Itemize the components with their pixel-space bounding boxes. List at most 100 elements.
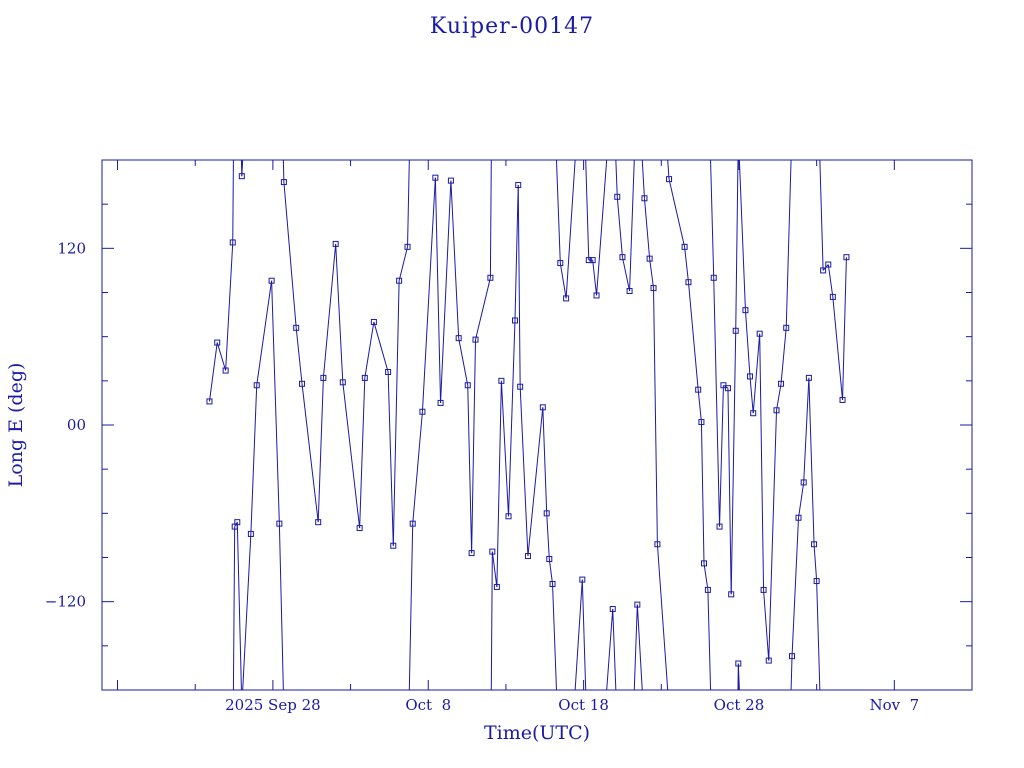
series-line-segment bbox=[387, 371, 394, 546]
data-point bbox=[614, 193, 621, 200]
series-line-segment bbox=[759, 333, 765, 590]
data-point bbox=[742, 307, 749, 314]
data-point bbox=[234, 519, 241, 526]
data-point bbox=[404, 243, 411, 250]
chart-title: Kuiper-00147 bbox=[429, 14, 595, 39]
data-point bbox=[685, 279, 692, 286]
data-point bbox=[728, 591, 735, 598]
data-point bbox=[409, 520, 416, 527]
data-point bbox=[293, 324, 300, 331]
series-line-segment bbox=[703, 563, 709, 590]
data-point bbox=[543, 510, 550, 517]
data-point bbox=[563, 295, 570, 302]
series-line-segment bbox=[489, 160, 492, 278]
series-line-segment bbox=[763, 589, 770, 661]
data-point bbox=[704, 586, 711, 593]
series-line-segment bbox=[768, 410, 778, 661]
series-line-segment bbox=[500, 380, 510, 517]
series-line-segment bbox=[527, 407, 544, 557]
data-point bbox=[589, 257, 596, 264]
series-line-segment bbox=[827, 264, 834, 297]
data-point bbox=[339, 379, 346, 386]
data-point bbox=[795, 514, 802, 521]
data-point bbox=[666, 176, 673, 183]
data-point bbox=[750, 410, 757, 417]
series-line-segment bbox=[752, 333, 761, 414]
data-point bbox=[698, 419, 705, 426]
data-point bbox=[247, 530, 254, 537]
data-point bbox=[505, 513, 512, 520]
data-point bbox=[498, 377, 505, 384]
series-line-segment bbox=[364, 321, 375, 378]
series-line-segment bbox=[616, 196, 623, 258]
series-line-segment bbox=[653, 288, 658, 545]
series-line-segment bbox=[359, 377, 366, 529]
series-line-segment bbox=[581, 579, 587, 690]
data-point bbox=[650, 285, 657, 292]
series-line-segment bbox=[407, 160, 410, 247]
data-point bbox=[361, 374, 368, 381]
series-line-segment bbox=[232, 526, 236, 690]
series-line-segment bbox=[735, 160, 739, 331]
series-line-segment bbox=[542, 407, 548, 514]
series-line-segment bbox=[776, 383, 782, 411]
data-point bbox=[539, 404, 546, 411]
series-line-segment bbox=[780, 327, 787, 384]
y-tick-label: 120 bbox=[57, 239, 86, 257]
series-line-segment bbox=[283, 182, 297, 328]
series-line-segment bbox=[471, 339, 477, 554]
data-point bbox=[626, 288, 633, 295]
series-line-segment bbox=[225, 242, 234, 371]
series-line-segment bbox=[707, 589, 712, 690]
series-line-segment bbox=[713, 277, 721, 527]
series-line-segment bbox=[496, 380, 502, 587]
series-line-segment bbox=[697, 389, 702, 423]
data-point bbox=[681, 243, 688, 250]
series-line-segment bbox=[514, 185, 519, 321]
series-line-segment bbox=[684, 246, 689, 283]
series-line-segment bbox=[517, 185, 521, 387]
data-point bbox=[493, 583, 500, 590]
data-point bbox=[710, 274, 717, 281]
data-point bbox=[811, 541, 818, 548]
y-tick-label: −120 bbox=[45, 593, 86, 611]
data-point bbox=[276, 520, 283, 527]
series-line-segment bbox=[565, 160, 576, 299]
series-line-segment bbox=[555, 160, 561, 264]
data-point bbox=[268, 277, 275, 284]
data-point bbox=[432, 174, 439, 181]
series-line-segment bbox=[508, 320, 516, 517]
data-point bbox=[609, 606, 616, 613]
series-line-segment bbox=[737, 663, 740, 690]
x-tick-label: Nov 7 bbox=[869, 696, 919, 714]
series-line-segment bbox=[816, 581, 821, 690]
series-line-segment bbox=[552, 583, 557, 690]
series-line-segment bbox=[398, 246, 409, 281]
series-line-segment bbox=[727, 388, 732, 595]
series-line-segment bbox=[832, 296, 844, 401]
data-point bbox=[585, 257, 592, 264]
series-line-segment bbox=[574, 579, 583, 690]
data-point bbox=[385, 369, 392, 375]
data-point bbox=[839, 396, 846, 403]
data-point bbox=[214, 339, 221, 346]
data-point bbox=[716, 523, 723, 530]
data-point bbox=[370, 318, 377, 325]
axis-tick-labels: 2025 Sep 28 Oct 8 Oct 18 Oct 28 Nov 7 120 00 −1… bbox=[45, 239, 919, 714]
data-point bbox=[756, 330, 763, 337]
data-point bbox=[732, 327, 739, 334]
series-line-segment bbox=[216, 342, 227, 371]
data-point bbox=[805, 374, 812, 381]
data-point bbox=[646, 255, 653, 262]
series-line-segment bbox=[636, 604, 643, 690]
data-point bbox=[468, 550, 475, 557]
data-point bbox=[455, 335, 462, 342]
data-point bbox=[447, 177, 454, 184]
series-line-segment bbox=[278, 523, 284, 690]
data-point bbox=[524, 553, 531, 560]
series-line-segment bbox=[790, 656, 793, 690]
x-tick-label: Oct 18 bbox=[558, 696, 609, 714]
series-line-segment bbox=[749, 376, 754, 414]
series-line-segment bbox=[798, 482, 805, 518]
